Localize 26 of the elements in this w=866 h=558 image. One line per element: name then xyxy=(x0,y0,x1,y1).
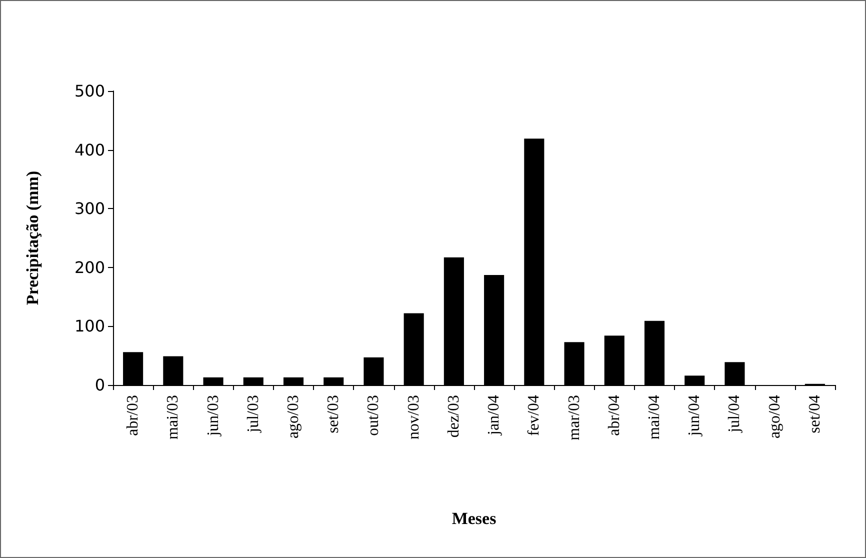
x-tick-label: nov/03 xyxy=(405,395,422,440)
x-tick-label: jan/04 xyxy=(486,395,503,436)
x-axis-title: Meses xyxy=(452,509,497,528)
x-tick-label: jul/03 xyxy=(244,395,262,434)
y-tick-label: 400 xyxy=(74,140,105,160)
x-tick-label: ago/03 xyxy=(285,395,302,439)
x-tick-label: set/04 xyxy=(806,395,824,434)
x-tick-label: jun/04 xyxy=(686,395,704,437)
x-tick-label: out/03 xyxy=(365,395,382,436)
y-axis-title: Precipitação (mm) xyxy=(23,170,42,306)
y-tick-label: 100 xyxy=(74,316,105,336)
x-tick-label: mar/03 xyxy=(566,395,583,440)
x-tick-label: set/03 xyxy=(325,395,342,434)
x-tick-label: jun/03 xyxy=(204,395,222,437)
x-tick-label: mai/03 xyxy=(164,395,182,440)
y-tick-label: 0 xyxy=(94,376,105,394)
y-tick-label: 300 xyxy=(74,199,105,218)
x-tick-label: abr/04 xyxy=(606,395,623,436)
x-tick-label: mai/04 xyxy=(646,395,663,440)
y-tick-label: 200 xyxy=(74,258,105,277)
x-tick-label: abr/03 xyxy=(124,395,142,436)
x-tick-label: fev/04 xyxy=(526,395,543,436)
x-tick-label: dez/03 xyxy=(445,395,462,438)
y-tick-label: 500 xyxy=(74,82,105,100)
x-tick-label: jul/04 xyxy=(726,395,744,434)
x-tick-label: ago/04 xyxy=(766,395,784,439)
